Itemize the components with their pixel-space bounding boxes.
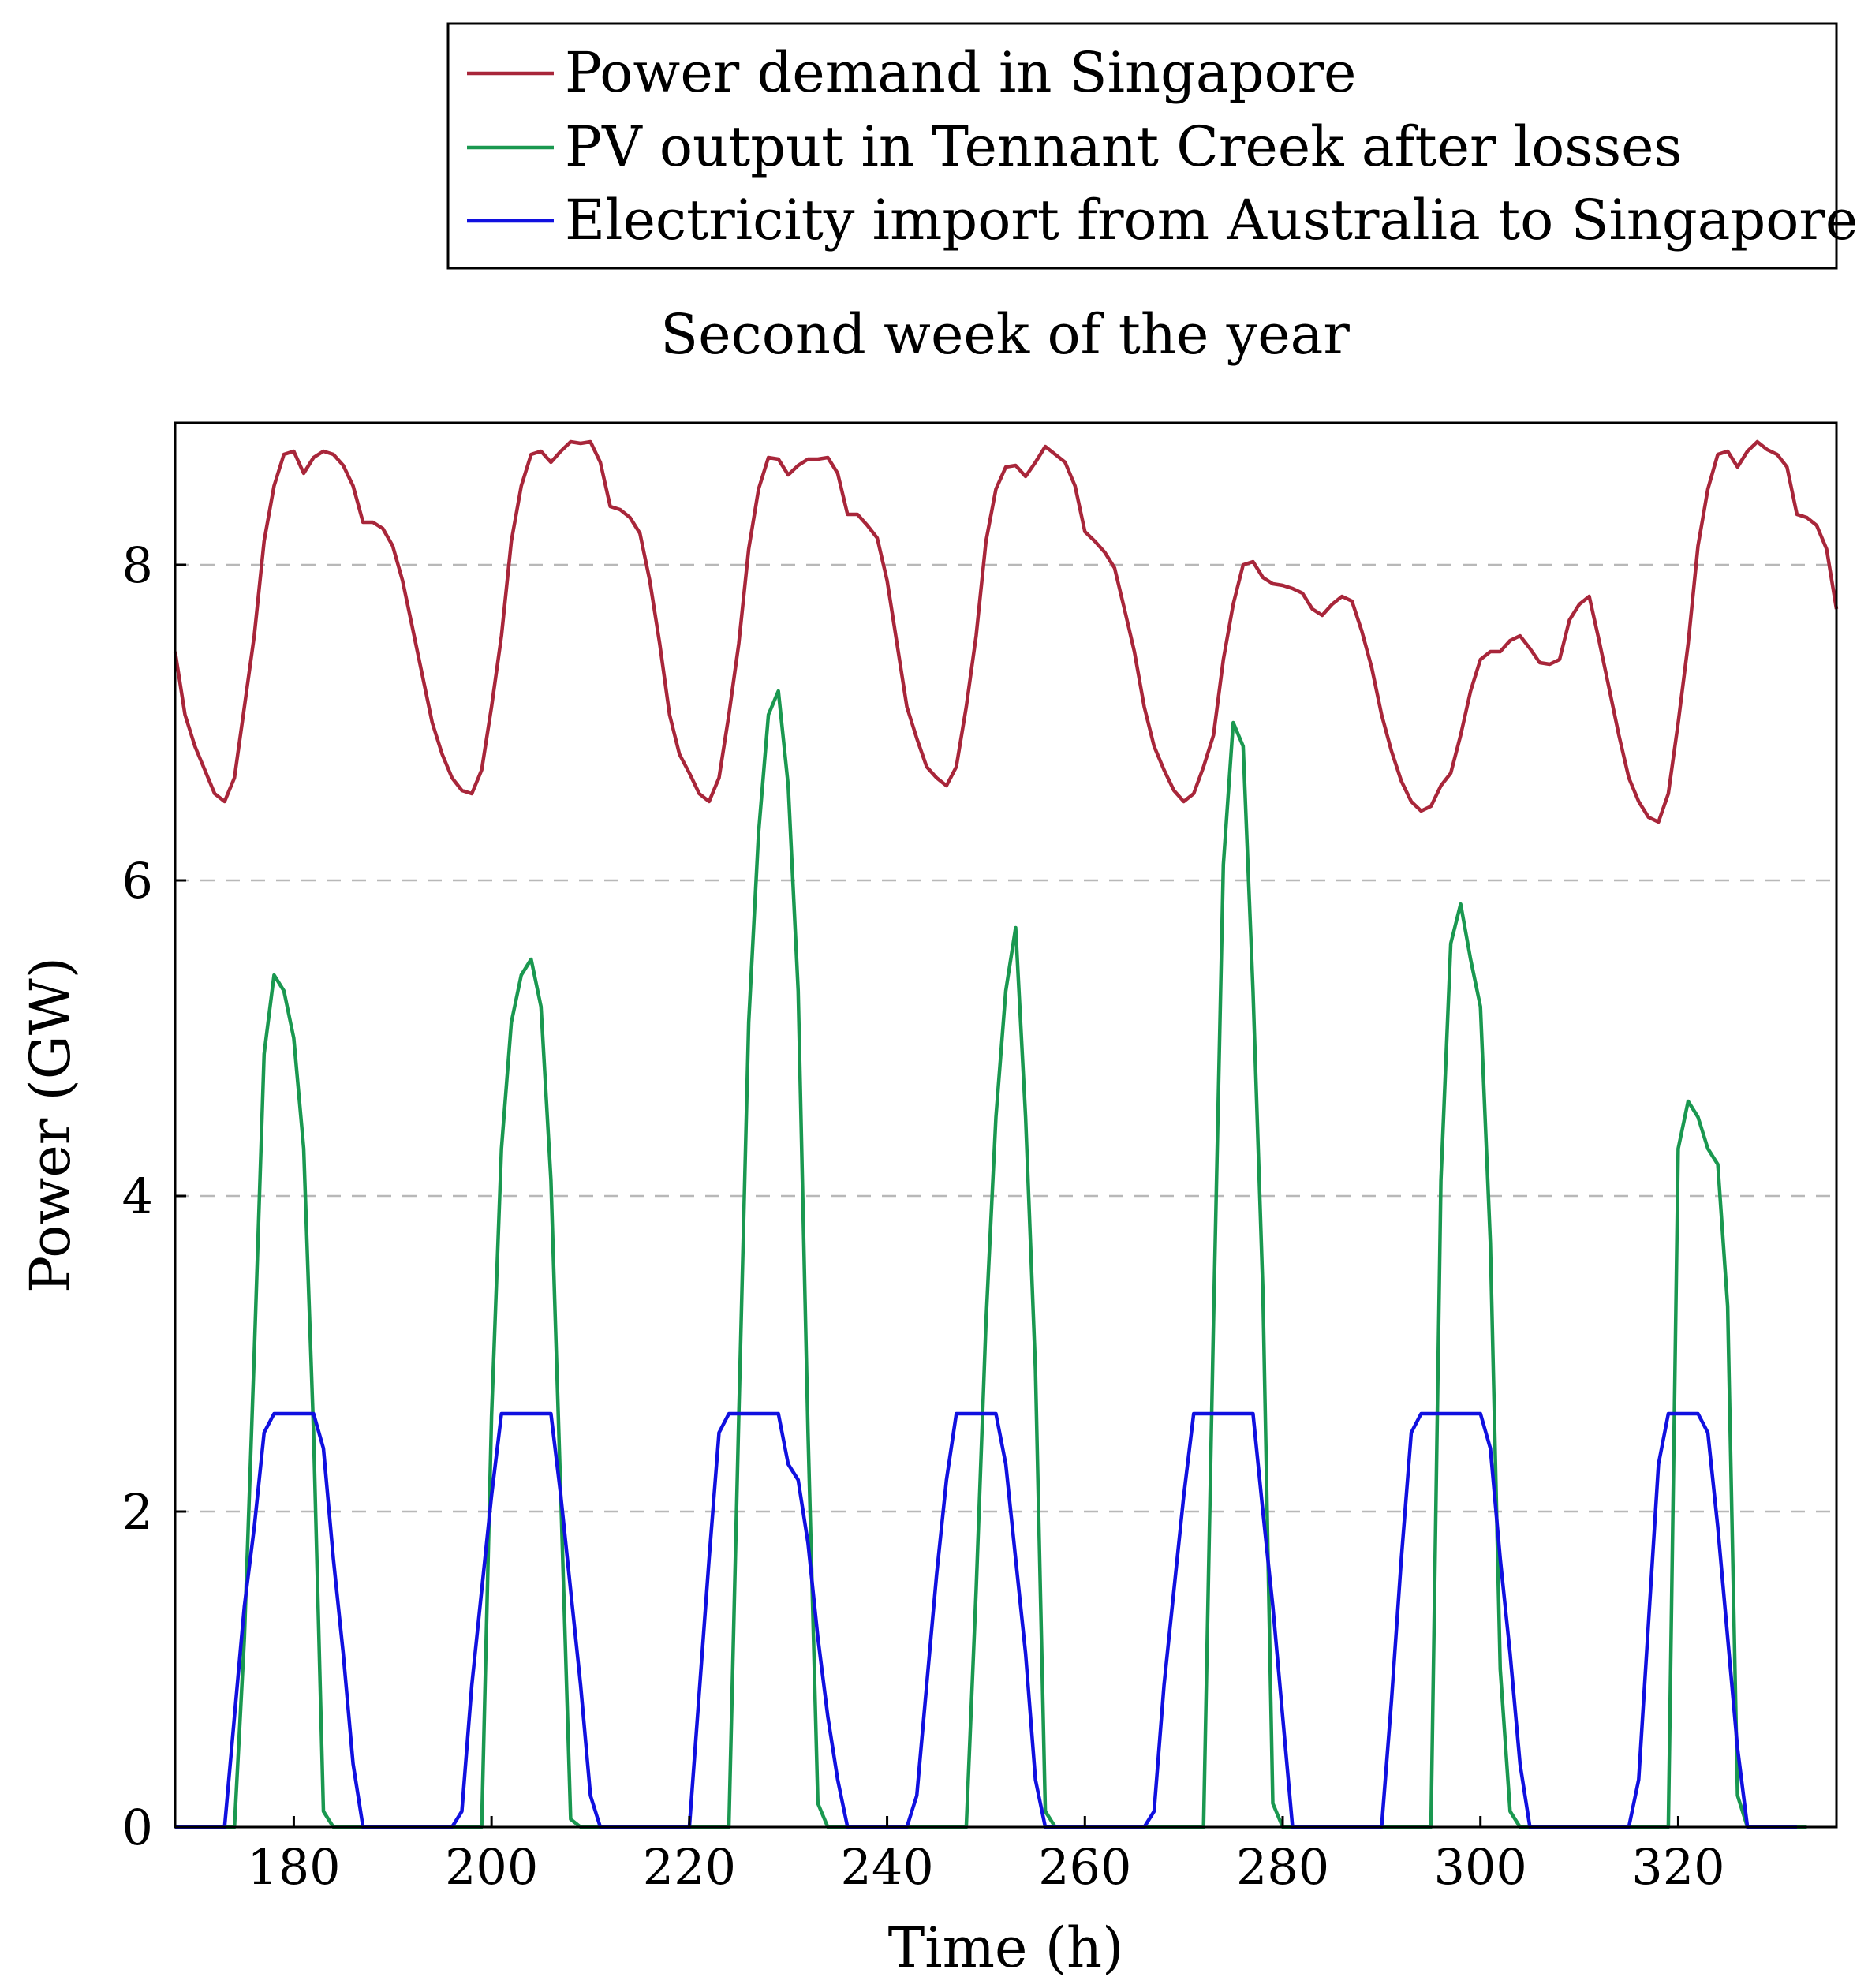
legend-box [446,22,1838,270]
x-axis-ticks: 180 200 220 240 260 280 300 320 [247,1816,1725,1896]
chart-title: Second week of the year [660,302,1350,367]
y-axis-label: Power (GW) [18,957,83,1293]
y-tick-label-8: 8 [122,536,153,594]
x-tick-label-320: 320 [1631,1838,1724,1896]
series-line-electricity-import [175,1411,1797,1829]
y-axis-ticks: 0 2 4 6 8 [122,536,186,1856]
legend-label-pv-output: PV output in Tennant Creek after losses [565,114,1682,179]
legend-label-electricity-import: Electricity import from Australia to Sin… [565,188,1858,252]
x-tick-label-300: 300 [1434,1838,1527,1896]
y-tick-label-2: 2 [122,1483,153,1541]
x-tick-label-200: 200 [445,1838,538,1896]
y-tick-label-0: 0 [122,1799,153,1856]
x-tick-label-260: 260 [1038,1838,1131,1896]
series-lines [173,439,1839,1829]
grid [175,563,1836,1513]
plot-frame [174,421,1838,1829]
series-line-pv-output [175,689,1807,1829]
x-axis-label: Time (h) [888,1915,1124,1980]
y-tick-label-6: 6 [122,852,153,910]
x-tick-label-240: 240 [840,1838,933,1896]
x-tick-label-220: 220 [643,1838,736,1896]
legend-label-power-demand: Power demand in Singapore [565,40,1356,105]
series-line-power-demand [173,439,1839,824]
x-tick-label-180: 180 [247,1838,340,1896]
legend: Power demand in Singapore PV output in T… [446,22,1858,270]
x-tick-label-280: 280 [1236,1838,1329,1896]
y-tick-label-4: 4 [122,1168,153,1225]
